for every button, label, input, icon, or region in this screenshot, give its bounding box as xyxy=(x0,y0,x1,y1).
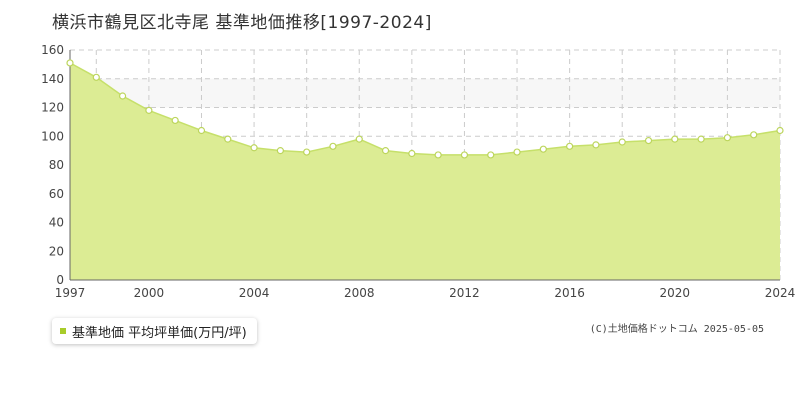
data-point xyxy=(197,126,206,135)
x-tick-label: 1997 xyxy=(55,286,86,300)
data-markers xyxy=(66,59,784,159)
page-title: 横浜市鶴見区北寺尾 基準地価推移[1997-2024] xyxy=(52,13,432,33)
y-tick-label: 20 xyxy=(49,244,64,258)
x-tick-label: 2000 xyxy=(134,286,165,300)
copyright-text: (C)土地価格ドットコム 2025-05-05 xyxy=(589,324,764,335)
x-tick-labels: 1997 2000 2004 2008 2012 2016 2020 2024 xyxy=(55,286,796,300)
x-tick-label: 2012 xyxy=(449,286,480,300)
x-tick-label: 2020 xyxy=(660,286,691,300)
series-line xyxy=(69,62,781,156)
data-point xyxy=(145,106,153,114)
series-area xyxy=(70,62,780,281)
y-tick-label: 60 xyxy=(49,187,64,201)
y-tick-label: 40 xyxy=(49,216,64,230)
highlight-band xyxy=(70,78,780,108)
data-point xyxy=(566,142,574,150)
data-point xyxy=(434,151,442,159)
y-tick-label: 120 xyxy=(41,101,64,115)
data-point xyxy=(250,144,258,152)
y-tick-label: 140 xyxy=(41,72,64,86)
data-point xyxy=(618,138,626,146)
data-point xyxy=(776,126,784,135)
data-point xyxy=(750,131,758,139)
x-tick-label: 2016 xyxy=(554,286,585,300)
data-point xyxy=(408,149,416,158)
band-rect xyxy=(70,78,780,108)
data-point xyxy=(671,135,679,143)
y-tick-labels: 0 20 40 60 80 100 120 140 160 xyxy=(41,43,64,287)
data-point xyxy=(171,116,179,125)
x-tick-label: 2024 xyxy=(765,286,796,300)
data-point xyxy=(355,135,363,143)
data-point xyxy=(723,134,732,142)
y-tick-label: 100 xyxy=(41,129,64,143)
data-point xyxy=(381,147,390,155)
y-tick-label: 160 xyxy=(41,43,64,57)
data-point xyxy=(513,148,521,156)
data-point xyxy=(644,136,653,145)
data-point xyxy=(66,59,74,67)
axes xyxy=(69,50,780,281)
area-series xyxy=(69,62,781,281)
data-point xyxy=(118,92,127,100)
data-point xyxy=(460,151,469,159)
data-point xyxy=(697,135,705,143)
data-point xyxy=(329,142,337,150)
legend-swatch-icon xyxy=(60,328,66,334)
y-tick-label: 0 xyxy=(56,273,64,287)
data-point xyxy=(92,73,100,81)
data-point xyxy=(224,135,232,143)
y-tick-label: 80 xyxy=(49,158,64,172)
legend-label: 基準地価 平均坪単価(万円/坪) xyxy=(72,325,247,341)
data-point xyxy=(487,151,495,159)
data-point xyxy=(276,147,284,155)
x-tick-label: 2004 xyxy=(239,286,270,300)
data-point xyxy=(303,148,311,156)
data-point xyxy=(539,145,547,153)
data-point xyxy=(592,141,600,149)
x-tick-label: 2008 xyxy=(344,286,375,300)
chart-legend: 基準地価 平均坪単価(万円/坪) xyxy=(52,318,257,344)
